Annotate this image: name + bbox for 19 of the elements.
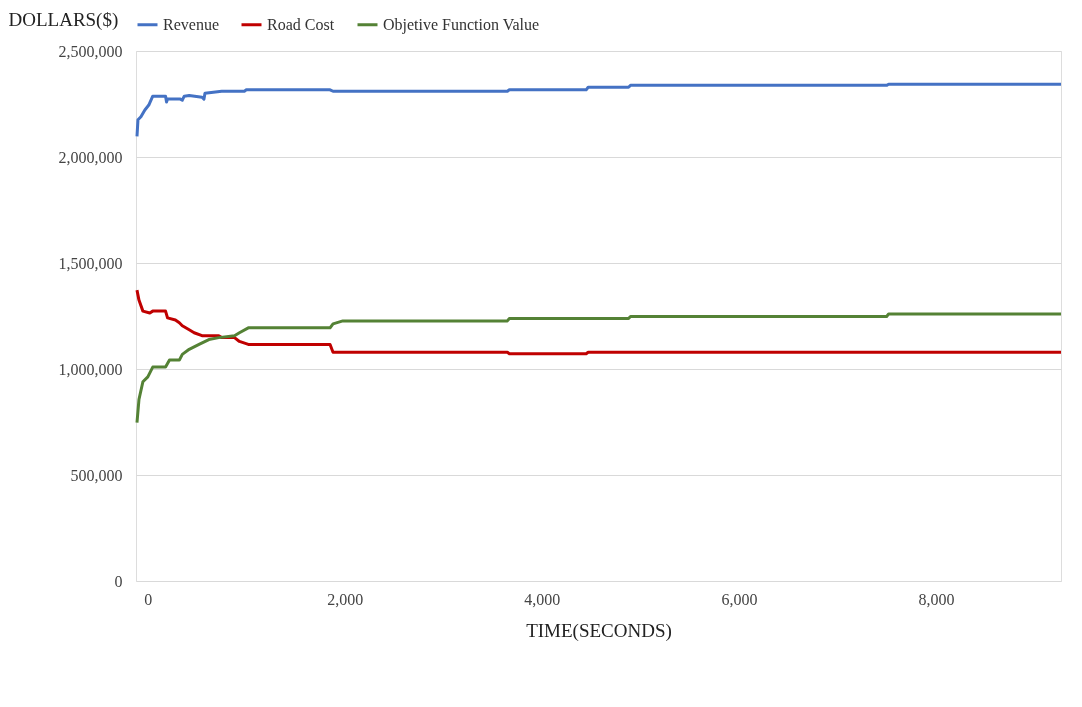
x-tick-label: 8,000 bbox=[918, 590, 955, 608]
legend-label: Revenue bbox=[163, 15, 219, 33]
x-tick-label: 6,000 bbox=[721, 590, 758, 608]
line-series bbox=[135, 288, 1063, 356]
line-series bbox=[135, 312, 1063, 425]
line-series bbox=[135, 82, 1063, 138]
y-tick-label: 2,500,000 bbox=[58, 42, 123, 60]
x-axis-title: TIME(SECONDS) bbox=[526, 619, 672, 642]
x-tick-label: 2,000 bbox=[327, 590, 364, 608]
y-axis-title: DOLLARS($) bbox=[8, 8, 119, 31]
y-tick-label: 1,500,000 bbox=[58, 254, 123, 272]
y-tick-label: 1,000,000 bbox=[58, 360, 123, 378]
x-tick-label: 4,000 bbox=[524, 590, 561, 608]
legend-label: Road Cost bbox=[267, 15, 335, 33]
x-tick-label: 0 bbox=[144, 590, 153, 608]
y-tick-label: 0 bbox=[114, 572, 123, 590]
y-tick-label: 2,000,000 bbox=[58, 148, 123, 166]
y-tick-label: 500,000 bbox=[70, 466, 123, 484]
legend-label: Objetive Function Value bbox=[383, 15, 540, 34]
